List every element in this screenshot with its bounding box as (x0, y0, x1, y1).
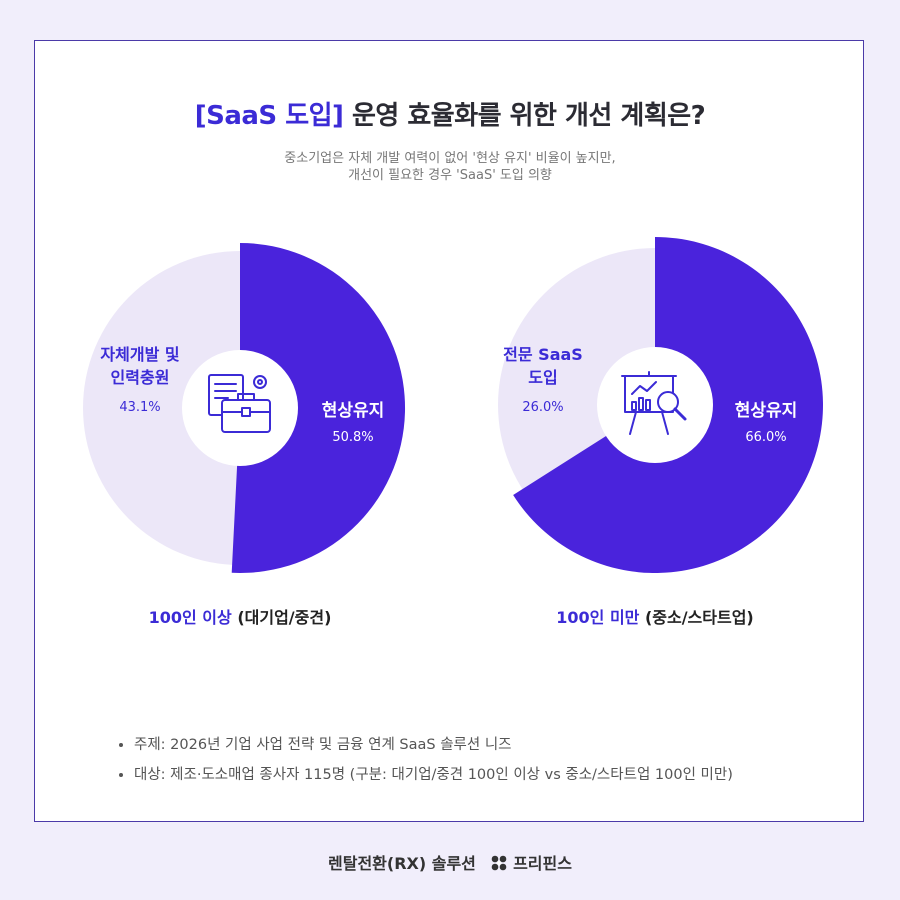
page-title: [SaaS 도입] 운영 효율화를 위한 개선 계획은? (0, 95, 900, 132)
slice-label: 현상유지 (735, 401, 798, 421)
slice-label: 현상유지 (322, 401, 385, 421)
chart-caption-1: 100인 이상 (대기업/중견) (20, 604, 460, 628)
slice-value-label: 43.1% (119, 400, 160, 415)
briefcase-document-gear-icon (208, 374, 271, 433)
caption-rest: (중소/스타트업) (639, 608, 754, 627)
notes: 주제: 2026년 기업 사업 전략 및 금융 연계 SaaS 솔루션 니즈 대… (118, 733, 733, 793)
slice-value-label: 26.0% (522, 400, 563, 415)
slice-label-line-2: 인력충원 (111, 368, 170, 387)
chart-caption-2: 100인 미만 (중소/스타트업) (435, 604, 875, 628)
caption-highlight: 100인 미만 (556, 608, 640, 627)
brand-logo-icon (491, 855, 506, 871)
slice-value-label: 50.8% (332, 430, 373, 445)
subtitle-line-1: 중소기업은 자체 개발 여력이 없어 '현상 유지' 비율이 높지만, (284, 151, 616, 166)
slice-label-line-1: 전문 SaaS (503, 345, 583, 364)
title-rest: 운영 효율화를 위한 개선 계획은? (343, 101, 706, 131)
subtitle-line-2: 개선이 필요한 경우 'SaaS' 도입 의향 (348, 168, 552, 183)
caption-rest: (대기업/중견) (231, 608, 332, 627)
slice-value-label: 66.0% (745, 430, 786, 445)
caption-highlight: 100인 이상 (148, 608, 232, 627)
pie-chart-large-companies: 자체개발 및 인력충원 43.1% 현상유지 50.8% (83, 243, 406, 573)
footer-text: 렌탈전환(RX) 솔루션 (328, 854, 476, 873)
brand-name: 프리핀스 (513, 854, 572, 873)
pie-chart-small-companies: 전문 SaaS 도입 26.0% 현상유지 66.0% (498, 237, 823, 573)
pie-slice-1-1 (231, 243, 406, 573)
title-highlight: [SaaS 도입] (194, 101, 344, 131)
slice-label-line-1: 자체개발 및 (100, 345, 179, 364)
presentation-chart-magnifier-icon (621, 371, 687, 435)
pie-center-circle-2 (597, 347, 713, 463)
note-item: 주제: 2026년 기업 사업 전략 및 금융 연계 SaaS 솔루션 니즈 (134, 733, 733, 754)
note-item: 대상: 제조·도소매업 종사자 115명 (구분: 대기업/중견 100인 이상… (134, 763, 733, 784)
footer: 렌탈전환(RX) 솔루션 프리핀스 (0, 850, 900, 874)
subtitle: 중소기업은 자체 개발 여력이 없어 '현상 유지' 비율이 높지만, 개선이 … (0, 150, 900, 184)
slice-label-line-2: 도입 (528, 368, 557, 387)
